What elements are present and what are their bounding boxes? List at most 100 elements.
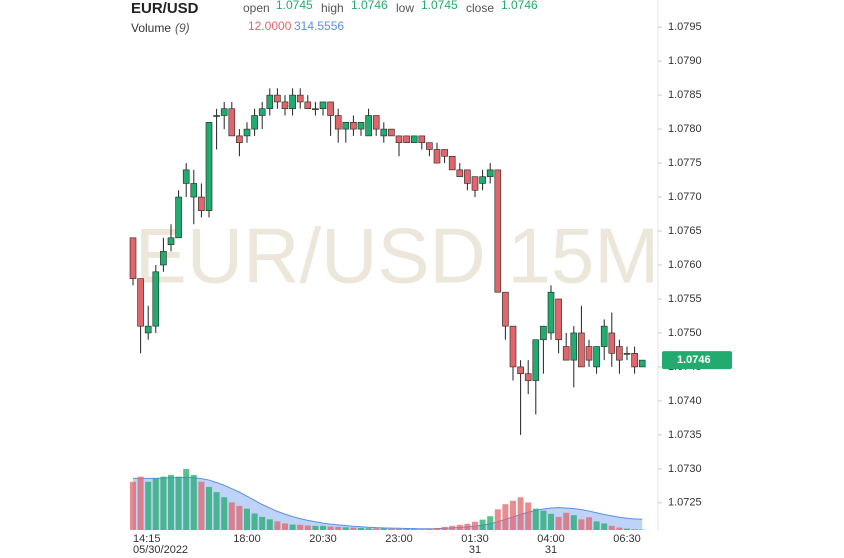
volume-bar xyxy=(502,504,509,530)
volume-bar xyxy=(517,497,524,530)
volume-bar xyxy=(494,509,501,530)
candle-body xyxy=(532,339,540,381)
volume-bar xyxy=(411,529,418,530)
volume-bar xyxy=(624,528,630,530)
candle-body xyxy=(213,115,220,117)
candle-body xyxy=(410,135,418,143)
volume-bar xyxy=(464,523,471,530)
volume-bar xyxy=(289,524,296,530)
low-value: 1.0745 xyxy=(421,0,458,12)
volume-bar xyxy=(525,502,532,530)
volume-bar xyxy=(365,528,372,530)
volume-bar xyxy=(282,523,288,530)
candle-body xyxy=(585,346,593,361)
candle-body xyxy=(509,325,517,368)
volume-bar xyxy=(312,525,319,530)
volume-bar xyxy=(601,523,608,530)
candle-body xyxy=(547,291,555,334)
volume-bar xyxy=(396,528,402,530)
volume-label: Volume xyxy=(131,21,171,35)
x-tick-label: 04:00 xyxy=(537,533,565,545)
candle-body xyxy=(600,325,608,347)
volume-bar xyxy=(570,515,577,530)
volume-bar xyxy=(548,513,554,530)
candle-body xyxy=(593,346,600,368)
candle-body xyxy=(350,122,357,130)
volume-bar xyxy=(540,510,547,530)
candle-body xyxy=(540,325,547,341)
volume-bar xyxy=(441,526,448,530)
candle-body xyxy=(334,115,342,130)
volume-bar xyxy=(145,481,152,530)
volume-bar xyxy=(342,527,349,530)
candle-body xyxy=(570,332,578,361)
candle-body xyxy=(167,237,175,245)
volume-bar xyxy=(532,508,539,530)
candle-body xyxy=(319,101,327,110)
high-value: 1.0746 xyxy=(351,0,388,12)
volume-bar xyxy=(320,525,326,530)
volume-bar xyxy=(555,516,562,530)
y-tick-label: 1.0760 xyxy=(668,259,702,271)
candle-body xyxy=(471,176,479,191)
candle-body xyxy=(266,94,274,110)
candle-body xyxy=(365,115,372,137)
candle-body xyxy=(137,278,144,327)
candle-body xyxy=(175,196,182,239)
candle-body xyxy=(258,108,266,116)
candle-body xyxy=(395,135,403,143)
symbol-title: EUR/USD xyxy=(131,0,199,17)
candle-body xyxy=(638,359,646,368)
candle-body xyxy=(562,346,570,361)
low-label: low xyxy=(396,1,414,15)
volume-bar xyxy=(228,502,235,530)
y-tick-label: 1.0770 xyxy=(668,191,702,203)
candle-body xyxy=(205,122,213,211)
volume-bar xyxy=(487,516,494,530)
candle-body xyxy=(289,94,296,110)
volume-bar xyxy=(304,525,311,530)
candle-body xyxy=(182,169,190,184)
x-tick-label: 23:00 xyxy=(385,533,413,545)
y-tick-label: 1.0765 xyxy=(668,225,702,237)
volume-bar xyxy=(130,481,136,530)
y-tick-label: 1.0740 xyxy=(668,395,702,407)
candle-body xyxy=(251,115,258,130)
candle-body xyxy=(380,128,388,137)
x-tick-label: 14:15 xyxy=(133,533,161,545)
volume-bar xyxy=(259,516,266,530)
y-tick-label: 1.0750 xyxy=(668,327,702,339)
volume-bar xyxy=(190,474,197,530)
candle-body xyxy=(220,108,228,116)
open-label: open xyxy=(243,1,270,15)
volume-bar xyxy=(586,517,592,530)
candle-body xyxy=(456,169,464,177)
candle-body xyxy=(524,373,532,381)
candle-body xyxy=(312,108,319,111)
y-tick-label: 1.0795 xyxy=(668,21,702,33)
y-tick-label: 1.0775 xyxy=(668,157,702,169)
volume-bar xyxy=(236,505,243,530)
volume-bar xyxy=(510,500,516,530)
x-tick-label: 18:00 xyxy=(233,533,261,545)
candle-body xyxy=(441,149,448,157)
volume-bar xyxy=(137,476,144,530)
candle-body xyxy=(631,353,638,368)
candle-body xyxy=(433,149,441,164)
candle-body xyxy=(502,291,509,327)
candle-body xyxy=(479,176,486,184)
volume-bar xyxy=(221,497,228,530)
volume-bar xyxy=(251,513,258,530)
x-date-label: 31 xyxy=(469,544,481,556)
volume-bar xyxy=(418,529,425,530)
volume-bar xyxy=(168,474,174,530)
x-tick-label: 20:30 xyxy=(309,533,337,545)
volume-bar xyxy=(358,527,364,530)
candle-body xyxy=(623,353,631,355)
y-tick-label: 1.0790 xyxy=(668,55,702,67)
candle-body xyxy=(304,101,312,110)
candle-body xyxy=(228,108,236,137)
volume-bar xyxy=(152,478,159,530)
volume-bar xyxy=(616,527,623,530)
